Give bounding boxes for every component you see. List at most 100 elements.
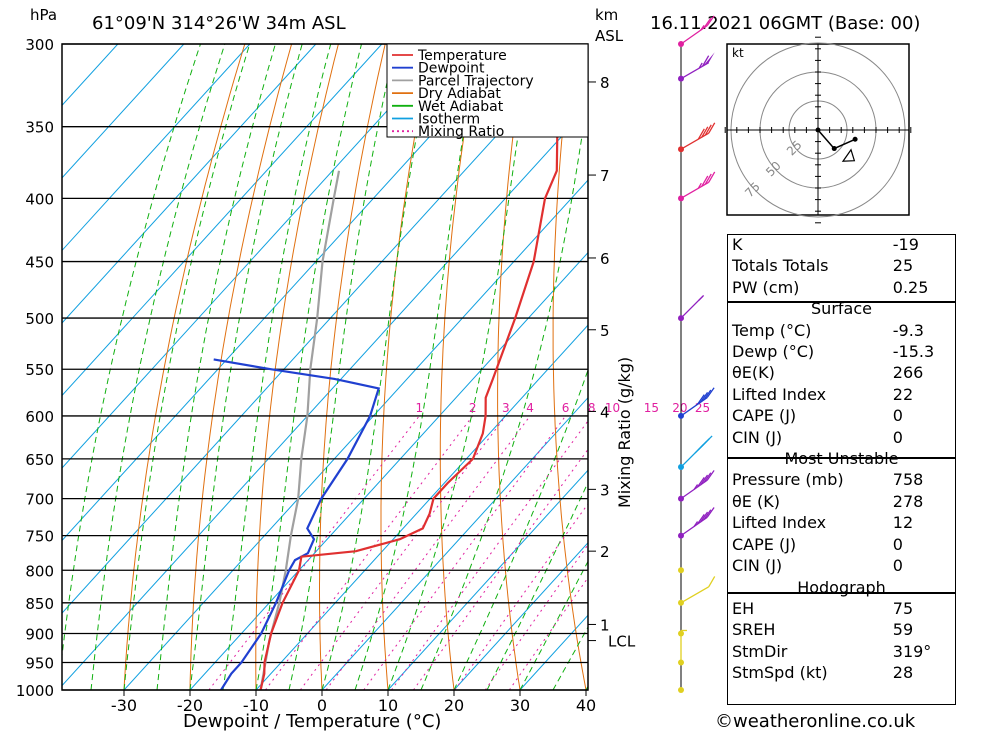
- stat-row: CIN (J) 0: [728, 427, 955, 448]
- isotherm-line: [62, 44, 119, 107]
- pressure-tick-label: 550: [25, 361, 54, 379]
- wind-barb-flag: [703, 17, 712, 29]
- temperature-line: [259, 44, 588, 690]
- legend-label: Temperature: [417, 48, 507, 64]
- wind-barb-flag: [700, 511, 709, 523]
- legend-label: Wet Adiabat: [418, 99, 504, 115]
- dewpoint-line: [213, 358, 381, 690]
- stat-label: Lifted Index: [732, 384, 827, 404]
- stats-box-surface: [727, 302, 956, 458]
- dry-adiabat-line: [380, 44, 433, 690]
- wet-adiabat-line: [90, 44, 226, 690]
- stat-value: 266: [892, 363, 924, 383]
- isotherm-line: [62, 44, 581, 614]
- stat-label: Totals Totals: [732, 256, 829, 276]
- x-tick-label: 30: [510, 696, 530, 715]
- wind-barb-flag: [703, 389, 712, 401]
- credit-text: ©weatheronline.co.uk: [715, 711, 916, 732]
- wind-barb-shaft: [680, 132, 710, 150]
- stat-row: StmSpd (kt) 28: [728, 662, 955, 683]
- legend-label: Mixing Ratio: [418, 124, 504, 140]
- pressure-tick-label: 850: [25, 595, 54, 613]
- pressure-tick-label: 900: [25, 625, 54, 643]
- isotherm-line: [62, 106, 588, 687]
- stat-row: Dewp (°C) -15.3: [728, 341, 955, 362]
- wind-barb-flag: [706, 507, 715, 518]
- wind-barb-half-flag: [698, 62, 703, 69]
- isotherm-line: [62, 44, 449, 469]
- stat-row: CAPE (J) 0: [728, 534, 955, 555]
- mixing-ratio-axis-title: Mixing Ratio (g/kg): [615, 357, 634, 508]
- stat-value: 75: [892, 598, 914, 618]
- isotherm-line: [189, 251, 588, 690]
- wet-adiabat-line: [420, 93, 588, 690]
- hodograph-point: [815, 127, 821, 133]
- plot-frame: [61, 43, 589, 691]
- stat-value: 0: [892, 534, 903, 554]
- stat-section-title-text: Surface: [811, 299, 872, 319]
- profile-lines: [213, 44, 588, 690]
- stats-table: K -19 Totals Totals 25 PW (cm) 0.25 Surface Tem…: [728, 234, 955, 684]
- hodograph-point: [831, 146, 837, 152]
- datetime-label: 16.11.2021 06GMT (Base: 00): [650, 13, 920, 34]
- wind-barb-flag: [701, 175, 709, 187]
- stat-label: CIN (J): [732, 427, 783, 447]
- parcel-trajectory-line: [259, 170, 341, 690]
- wind-barb-flag: [706, 387, 715, 398]
- isotherm-line: [321, 396, 588, 690]
- wind-barb-shaft: [680, 181, 710, 199]
- wet-adiabat-line: [255, 44, 362, 690]
- hodograph-unit-label: kt: [732, 46, 744, 60]
- dry-adiabat-line: [497, 44, 526, 690]
- wet-adiabat-line: [453, 368, 588, 690]
- mixing-ratio-line: [363, 415, 567, 690]
- wet-adiabat-line: [288, 44, 397, 690]
- wind-barb-shaft: [680, 25, 708, 45]
- pressure-tick-label: 750: [25, 528, 54, 546]
- stats-box-hodograph: [727, 593, 956, 705]
- km-tick-label: 3: [600, 481, 610, 499]
- stat-value: 0.25: [892, 277, 929, 297]
- wind-barb-flag: [706, 470, 715, 481]
- stat-row: CAPE (J) 0: [728, 405, 955, 426]
- stat-value: 758: [892, 470, 924, 490]
- x-tick-label: 40: [576, 696, 596, 715]
- wind-barb-flag: [700, 474, 709, 486]
- stat-label: Dewp (°C): [732, 342, 815, 362]
- wind-barb-flag: [696, 513, 705, 525]
- mixing-ratio-tick-label: 6: [562, 401, 570, 415]
- wind-barb-pennant: [703, 52, 715, 66]
- mixing-ratio-tick-label: 10: [605, 401, 620, 415]
- wind-barb-half-flag: [698, 295, 704, 301]
- km-tick-label: 7: [600, 167, 610, 185]
- wind-profile: [678, 15, 716, 693]
- km-tick-label: 4: [600, 403, 610, 421]
- lcl-label: LCL: [608, 633, 636, 651]
- stat-label: Pressure (mb): [732, 470, 844, 490]
- wind-barb-flag: [696, 476, 705, 488]
- legend-label: Isotherm: [418, 112, 480, 128]
- legend-label: Parcel Trajectory: [418, 73, 534, 89]
- stat-value: 0: [892, 427, 903, 447]
- stat-label: CAPE (J): [732, 534, 797, 554]
- stat-row: θE(K) 266: [728, 362, 955, 383]
- pressure-tick-label: 800: [25, 562, 54, 580]
- pressure-grid: 300 350 400 450 500 550 600 650 700 750 800 850 900 9…: [16, 36, 588, 700]
- wind-barb-pennant: [699, 286, 713, 300]
- wind-barb-flag: [702, 55, 710, 67]
- stat-section-title: Surface: [728, 298, 955, 319]
- pressure-tick-label: 950: [25, 654, 54, 672]
- mixing-ratio-tick-label: 1: [415, 401, 423, 415]
- stat-label: StmSpd (kt): [732, 663, 828, 683]
- stat-label: StmDir: [732, 641, 788, 661]
- pressure-tick-label: 350: [25, 119, 54, 137]
- dry-adiabat-line: [439, 44, 480, 690]
- stat-value: -15.3: [892, 342, 935, 362]
- mixing-ratio-line: [299, 415, 507, 690]
- km-tick-label: 2: [600, 543, 610, 561]
- mixing-ratio-tick-label: 4: [526, 401, 534, 415]
